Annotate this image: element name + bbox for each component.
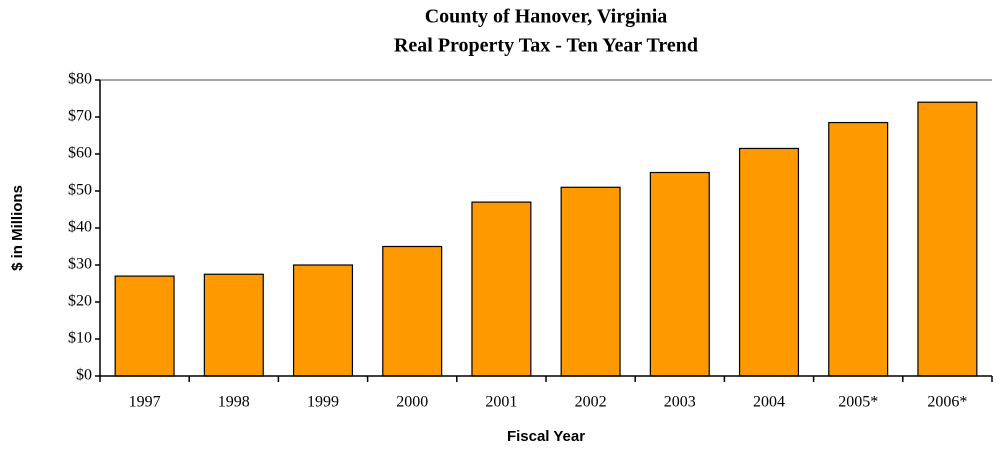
x-tick-label: 1999 <box>307 394 339 411</box>
bar <box>471 201 532 377</box>
x-tick-label: 2000 <box>396 394 428 411</box>
y-tick-label: $0 <box>76 367 92 384</box>
y-tick-label: $70 <box>68 108 92 125</box>
bar <box>917 101 978 377</box>
y-tick-label: $40 <box>68 219 92 236</box>
y-tick-label: $60 <box>68 145 92 162</box>
y-tick-label: $80 <box>68 71 92 88</box>
x-tick-label: 1998 <box>218 394 250 411</box>
y-tick-label: $30 <box>68 256 92 273</box>
bar <box>828 121 889 377</box>
bar <box>114 275 175 377</box>
x-axis-title: Fiscal Year <box>507 428 585 445</box>
x-tick-label: 2002 <box>575 394 607 411</box>
y-tick-label: $10 <box>68 330 92 347</box>
y-axis-title: $ in Millions <box>9 185 26 271</box>
bar <box>560 186 621 377</box>
chart-subtitle: Real Property Tax - Ten Year Trend <box>394 35 698 57</box>
x-tick-label: 1997 <box>129 394 161 411</box>
x-tick-label: 2005* <box>838 394 878 411</box>
bar <box>292 264 354 377</box>
y-tick-label: $20 <box>68 293 92 310</box>
chart-title: County of Hanover, Virginia <box>425 6 668 28</box>
x-tick-label: 2001 <box>485 394 517 411</box>
y-tick-label: $50 <box>68 182 92 199</box>
bar <box>649 171 710 377</box>
bar <box>382 245 443 377</box>
x-tick-label: 2004 <box>753 394 785 411</box>
x-tick-label: 2006* <box>927 394 967 411</box>
x-tick-label: 2003 <box>664 394 696 411</box>
bar <box>203 273 264 377</box>
bar <box>738 147 800 377</box>
